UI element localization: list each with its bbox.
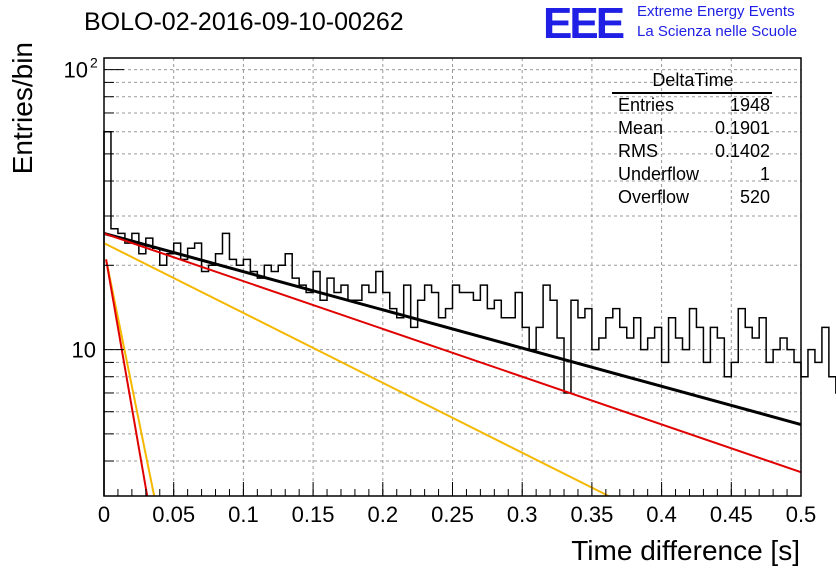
stats-value: 1948 <box>729 95 770 115</box>
x-tick-label: 0.3 <box>507 502 538 527</box>
fit-line-3 <box>103 242 610 497</box>
x-tick-label: 0.15 <box>292 502 335 527</box>
logo-line1: Extreme Energy Events <box>637 3 795 20</box>
x-axis-label: Time difference [s] <box>571 535 800 566</box>
y-tick-label: 10 <box>72 338 96 363</box>
stats-label: RMS <box>618 141 658 161</box>
logo-line2: La Scienza nelle Scuole <box>637 23 798 40</box>
eee-logo: EEE <box>543 0 625 48</box>
y-tick-exponent: 2 <box>90 55 98 71</box>
fit-line-5 <box>105 259 149 497</box>
x-tick-label: 0.25 <box>431 502 474 527</box>
axis-ticks <box>103 69 802 497</box>
stats-row-mean: Mean 0.1901 <box>608 117 778 140</box>
stats-title: DeltaTime <box>652 70 734 90</box>
stats-label: Entries <box>618 95 675 115</box>
y-tick-label: 10 <box>64 58 88 83</box>
x-tick-label: 0.35 <box>570 502 613 527</box>
fit-line-2 <box>103 232 802 474</box>
stats-box: DeltaTime Entries 1948 Mean 0.1901 RMS 0… <box>608 70 778 209</box>
stats-row-overflow: Overflow 520 <box>608 186 778 209</box>
run-title: BOLO-02-2016-09-10-00262 <box>84 8 404 36</box>
stats-label: Mean <box>618 118 664 138</box>
x-tick-label: 0.1 <box>228 502 259 527</box>
fit-line-4 <box>105 259 156 497</box>
stats-label: Overflow <box>618 187 690 207</box>
stats-label: Underflow <box>618 164 700 184</box>
x-tick-label: 0.4 <box>646 502 677 527</box>
x-tick-label: 0.5 <box>786 502 817 527</box>
stats-row-underflow: Underflow 1 <box>608 163 778 186</box>
x-tick-label: 0.05 <box>152 502 195 527</box>
stats-row-entries: Entries 1948 <box>608 94 778 117</box>
x-tick-label: 0 <box>98 502 110 527</box>
fit-line-1 <box>103 231 802 426</box>
x-tick-labels: 0 0.05 0.1 0.15 0.2 0.25 0.3 0.35 0.4 0.45 0.5 <box>98 502 816 527</box>
x-tick-label: 0.45 <box>710 502 753 527</box>
x-tick-label: 0.2 <box>368 502 399 527</box>
fit-lines <box>103 231 802 497</box>
stats-value: 0.1402 <box>714 141 770 161</box>
stats-row-rms: RMS 0.1402 <box>608 140 778 163</box>
stats-value: 0.1901 <box>714 118 770 138</box>
stats-value: 1 <box>759 164 770 184</box>
y-axis-label: Entries/bin <box>7 42 38 174</box>
grid-lines <box>104 58 801 497</box>
stats-divider <box>612 92 772 94</box>
stats-value: 520 <box>739 187 770 207</box>
